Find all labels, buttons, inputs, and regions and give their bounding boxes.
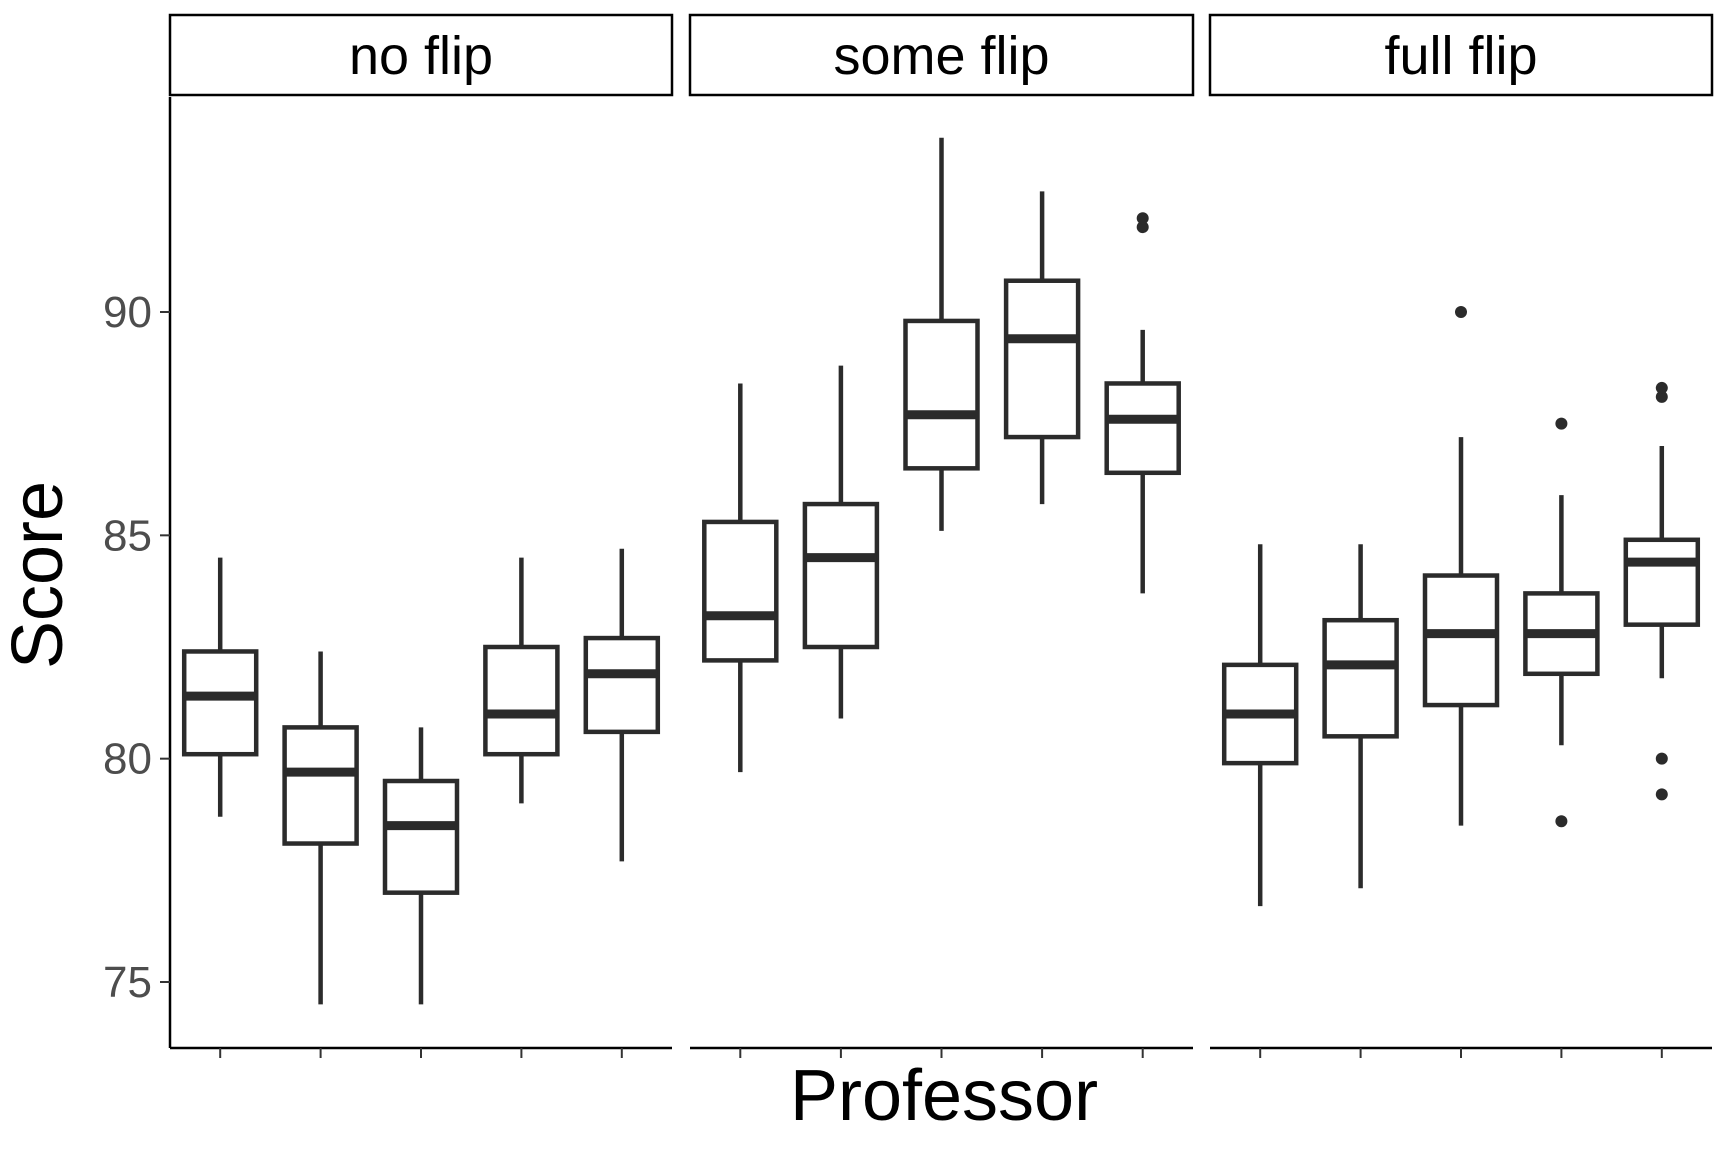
box-iqr bbox=[382, 778, 460, 895]
boxplot bbox=[1322, 544, 1399, 1058]
boxplot bbox=[1221, 544, 1299, 1058]
facet-panel: some flip bbox=[688, 13, 1195, 1058]
outlier-point bbox=[1555, 815, 1568, 828]
boxplot bbox=[1523, 417, 1600, 1058]
box-iqr bbox=[1422, 573, 1500, 708]
box-iqr bbox=[583, 635, 661, 735]
boxplot bbox=[702, 383, 779, 1058]
box-iqr bbox=[181, 649, 259, 757]
y-tick-label: 75 bbox=[103, 958, 152, 1007]
boxplot bbox=[382, 727, 460, 1058]
boxplot bbox=[903, 137, 980, 1058]
facet-panel: full flip bbox=[1208, 13, 1714, 1058]
x-axis-title: Professor bbox=[790, 1056, 1098, 1136]
facet-panels: no flip some flip full flip bbox=[168, 13, 1714, 1058]
y-tick-label: 85 bbox=[103, 511, 152, 560]
y-axis-title: Score bbox=[0, 481, 78, 669]
boxplot bbox=[802, 365, 880, 1058]
outlier-point bbox=[1655, 390, 1668, 403]
facet-strip-label: no flip bbox=[349, 26, 493, 86]
boxplot bbox=[1104, 212, 1181, 1058]
box-iqr bbox=[802, 501, 880, 650]
facet-strip-label: full flip bbox=[1384, 26, 1537, 86]
box-iqr bbox=[282, 725, 359, 846]
facet-panel: no flip bbox=[168, 13, 674, 1058]
facet-strip bbox=[1208, 13, 1714, 97]
boxplot bbox=[583, 548, 661, 1058]
box-iqr bbox=[1104, 381, 1181, 476]
box-iqr bbox=[903, 318, 980, 471]
box-iqr bbox=[702, 519, 779, 663]
facet-strip-label: some flip bbox=[833, 26, 1049, 86]
box-iqr bbox=[1623, 537, 1701, 627]
facet-strip bbox=[168, 13, 674, 97]
boxplot bbox=[282, 651, 359, 1058]
boxplot bbox=[181, 557, 259, 1058]
box-iqr bbox=[1322, 617, 1399, 739]
outlier-point bbox=[1136, 221, 1149, 234]
facet-strip bbox=[688, 13, 1195, 97]
box-iqr bbox=[1003, 278, 1081, 440]
outlier-point bbox=[1455, 306, 1467, 318]
outlier-point bbox=[1136, 212, 1149, 225]
y-tick-label: 80 bbox=[103, 735, 152, 784]
boxplot bbox=[1422, 306, 1500, 1058]
outlier-point bbox=[1655, 381, 1668, 394]
boxplot bbox=[483, 557, 560, 1058]
outlier-point bbox=[1655, 788, 1668, 801]
boxplot bbox=[1003, 191, 1081, 1058]
outlier-point bbox=[1555, 417, 1568, 430]
y-tick-label: 90 bbox=[103, 288, 152, 337]
boxplot bbox=[1623, 381, 1701, 1058]
y-axis: 75 80 85 90 bbox=[103, 97, 172, 1048]
outlier-point bbox=[1655, 752, 1668, 765]
box-iqr bbox=[483, 644, 560, 757]
